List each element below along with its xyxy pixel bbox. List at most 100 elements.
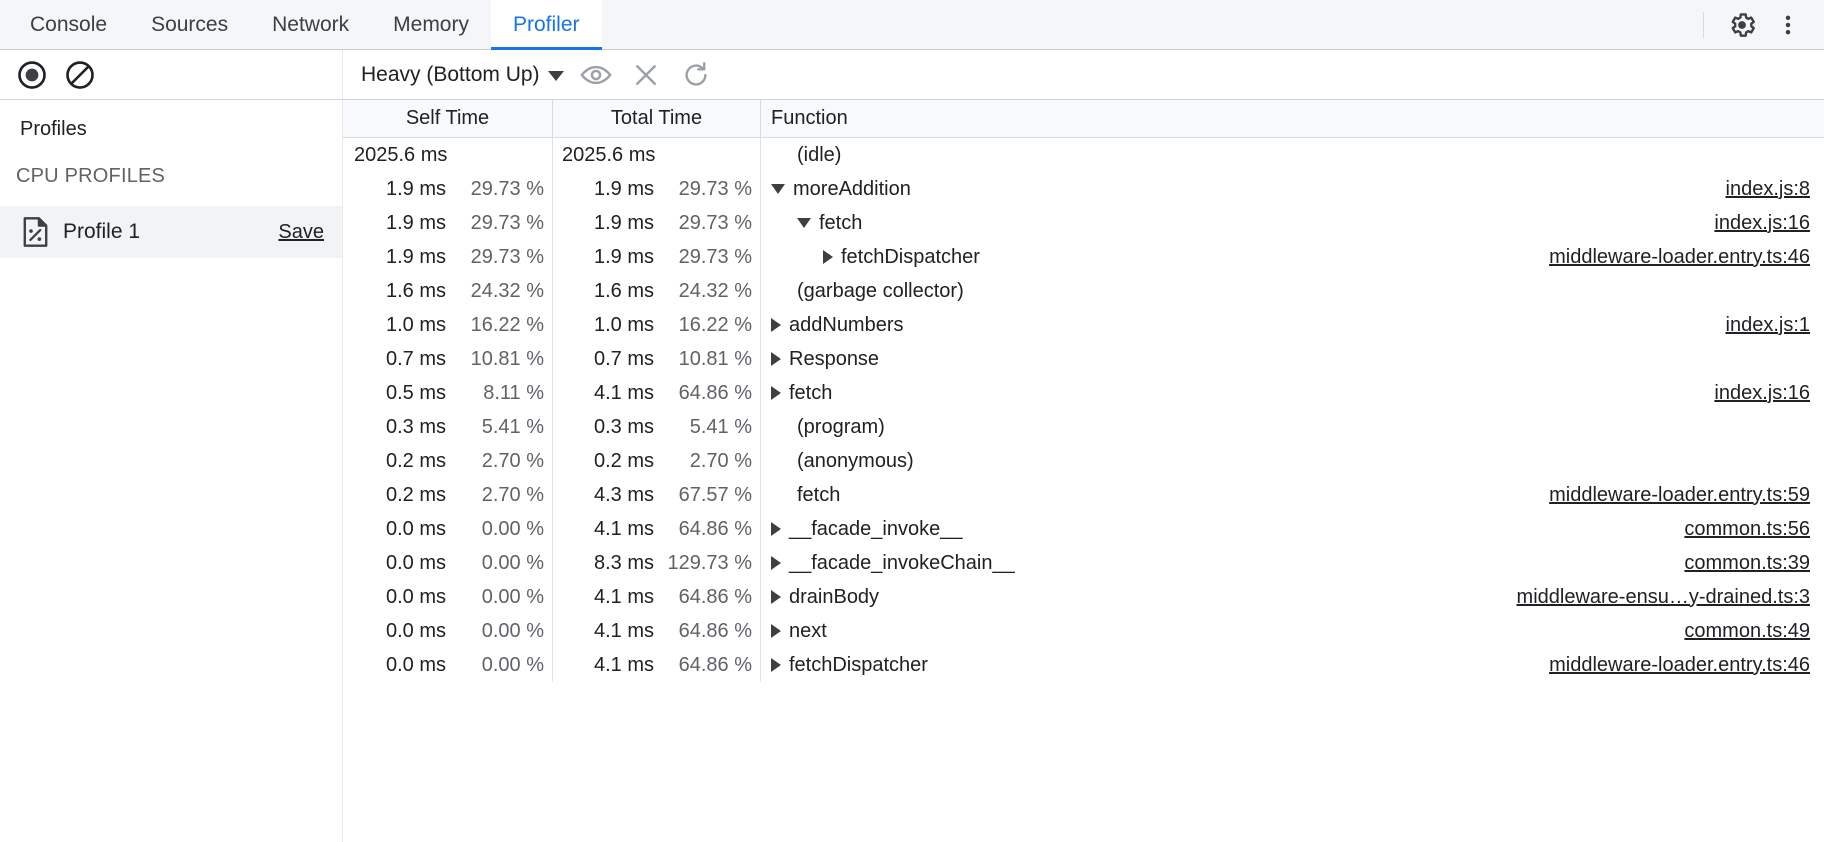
source-link[interactable]: common.ts:56 <box>1684 517 1810 540</box>
function-name: fetch <box>819 211 863 234</box>
cell-total-time: 0.2 ms 2.70 % <box>553 444 761 478</box>
source-link[interactable]: middleware-ensu…y-drained.ts:3 <box>1516 585 1810 608</box>
total-time-ms: 4.1 ms <box>593 517 654 540</box>
record-icon[interactable] <box>10 55 54 95</box>
clear-icon[interactable] <box>58 55 102 95</box>
save-profile-link[interactable]: Save <box>278 220 324 243</box>
self-time-ms: 2025.6 ms <box>354 143 448 166</box>
chevron-right-icon[interactable] <box>771 556 781 570</box>
source-link[interactable]: middleware-loader.entry.ts:59 <box>1549 483 1810 506</box>
panel-body: Profiles CPU PROFILES Profile 1 Save <box>0 100 1824 842</box>
sidebar-item-profile-1[interactable]: Profile 1 Save <box>0 206 342 258</box>
chevron-down-icon[interactable] <box>797 218 811 228</box>
table-row[interactable]: 1.6 ms 24.32 % 1.6 ms 24.32 % (garbage colle… <box>343 274 1824 308</box>
table-row[interactable]: 0.0 ms 0.00 % 4.1 ms 64.86 % next common.ts:4… <box>343 614 1824 648</box>
chevron-right-icon[interactable] <box>771 352 781 366</box>
source-link[interactable]: index.js:16 <box>1714 211 1810 234</box>
cell-self-time: 0.2 ms 2.70 % <box>343 478 553 512</box>
self-time-pct: 16.22 % <box>470 313 544 336</box>
cell-self-time: 2025.6 ms <box>343 138 553 172</box>
table-row[interactable]: 0.0 ms 0.00 % 8.3 ms 129.73 % __facade_invok… <box>343 546 1824 580</box>
cell-total-time: 4.1 ms 64.86 % <box>553 614 761 648</box>
chevron-down-icon[interactable] <box>771 184 785 194</box>
view-controls: Heavy (Bottom Up) <box>343 50 1824 99</box>
chevron-right-icon[interactable] <box>771 590 781 604</box>
cell-function: (idle) <box>761 138 1824 172</box>
sidebar-title: Profiles <box>20 118 87 140</box>
chevron-right-icon[interactable] <box>771 624 781 638</box>
close-icon[interactable] <box>622 55 670 95</box>
cell-self-time: 1.9 ms 29.73 % <box>343 240 553 274</box>
table-row[interactable]: 2025.6 ms 2025.6 ms (idle) <box>343 138 1824 172</box>
self-time-pct: 0.00 % <box>481 517 544 540</box>
cell-total-time: 2025.6 ms <box>553 138 761 172</box>
tab-network[interactable]: Network <box>272 12 350 36</box>
source-link[interactable]: common.ts:49 <box>1684 619 1810 642</box>
reload-icon[interactable] <box>672 55 720 95</box>
table-row[interactable]: 1.9 ms 29.73 % 1.9 ms 29.73 % fetchDispatche… <box>343 240 1824 274</box>
tab-memory[interactable]: Memory <box>393 12 469 36</box>
total-time-ms: 8.3 ms <box>593 551 654 574</box>
total-time-ms: 4.1 ms <box>593 619 654 642</box>
tab-sources[interactable]: Sources <box>151 12 229 36</box>
source-link[interactable]: common.ts:39 <box>1684 551 1810 574</box>
source-link[interactable]: index.js:8 <box>1725 177 1811 200</box>
source-link[interactable]: index.js:16 <box>1714 381 1810 404</box>
cell-self-time: 1.6 ms 24.32 % <box>343 274 553 308</box>
tab-profiler[interactable]: Profiler <box>490 0 602 50</box>
tab-console[interactable]: Console <box>30 12 108 36</box>
table-row[interactable]: 0.2 ms 2.70 % 0.2 ms 2.70 % (anonymous) <box>343 444 1824 478</box>
source-link[interactable]: middleware-loader.entry.ts:46 <box>1549 245 1810 268</box>
total-time-pct: 5.41 % <box>689 415 752 438</box>
view-mode-select[interactable]: Heavy (Bottom Up) <box>357 61 570 89</box>
table-row[interactable]: 0.5 ms 8.11 % 4.1 ms 64.86 % fetch index.js:1… <box>343 376 1824 410</box>
chevron-right-icon[interactable] <box>771 658 781 672</box>
cell-total-time: 0.3 ms 5.41 % <box>553 410 761 444</box>
table-row[interactable]: 0.0 ms 0.00 % 4.1 ms 64.86 % drainBody middle… <box>343 580 1824 614</box>
total-time-ms: 1.9 ms <box>593 211 654 234</box>
cell-function: __facade_invoke__ common.ts:56 <box>761 512 1824 546</box>
cell-self-time: 1.9 ms 29.73 % <box>343 172 553 206</box>
self-time-ms: 1.9 ms <box>385 177 446 200</box>
cell-function: moreAddition index.js:8 <box>761 172 1824 206</box>
source-link[interactable]: index.js:1 <box>1725 313 1811 336</box>
total-time-pct: 64.86 % <box>678 653 752 676</box>
chevron-right-icon[interactable] <box>771 386 781 400</box>
more-vertical-icon[interactable] <box>1768 5 1808 45</box>
self-time-ms: 0.7 ms <box>385 347 446 370</box>
function-name: Response <box>789 347 880 370</box>
function-name: (garbage collector) <box>797 279 964 302</box>
table-row[interactable]: 0.0 ms 0.00 % 4.1 ms 64.86 % __facade_invoke… <box>343 512 1824 546</box>
chevron-right-icon[interactable] <box>771 522 781 536</box>
chevron-right-icon[interactable] <box>823 250 833 264</box>
cell-self-time: 0.0 ms 0.00 % <box>343 580 553 614</box>
cell-function: (anonymous) <box>761 444 1824 478</box>
self-time-pct: 29.73 % <box>470 177 544 200</box>
function-name: (idle) <box>797 143 842 166</box>
column-header-self-time[interactable]: Self Time <box>343 100 553 137</box>
gear-icon[interactable] <box>1722 5 1762 45</box>
total-time-ms: 1.6 ms <box>593 279 654 302</box>
table-row[interactable]: 0.0 ms 0.00 % 4.1 ms 64.86 % fetchDispatcher… <box>343 648 1824 682</box>
function-name: fetchDispatcher <box>789 653 928 676</box>
table-row[interactable]: 0.2 ms 2.70 % 4.3 ms 67.57 % fetch middleware… <box>343 478 1824 512</box>
table-row[interactable]: 0.7 ms 10.81 % 0.7 ms 10.81 % Response <box>343 342 1824 376</box>
function-name: fetch <box>797 483 841 506</box>
view-mode-label: Heavy (Bottom Up) <box>361 62 540 86</box>
table-row[interactable]: 0.3 ms 5.41 % 0.3 ms 5.41 % (program) <box>343 410 1824 444</box>
function-name: drainBody <box>789 585 880 608</box>
cell-function: Response <box>761 342 1824 376</box>
table-row[interactable]: 1.9 ms 29.73 % 1.9 ms 29.73 % fetch index.js:… <box>343 206 1824 240</box>
profile-table: Self Time Total Time Function 2025.6 ms 2… <box>343 100 1824 842</box>
total-time-ms: 1.0 ms <box>593 313 654 336</box>
chevron-right-icon[interactable] <box>771 318 781 332</box>
column-header-total-time[interactable]: Total Time <box>553 100 761 137</box>
cell-self-time: 1.9 ms 29.73 % <box>343 206 553 240</box>
table-row[interactable]: 1.9 ms 29.73 % 1.9 ms 29.73 % moreAddition in… <box>343 172 1824 206</box>
eye-icon[interactable] <box>572 55 620 95</box>
source-link[interactable]: middleware-loader.entry.ts:46 <box>1549 653 1810 676</box>
column-header-function[interactable]: Function <box>771 107 848 129</box>
cell-function: next common.ts:49 <box>761 614 1824 648</box>
table-row[interactable]: 1.0 ms 16.22 % 1.0 ms 16.22 % addNumbers inde… <box>343 308 1824 342</box>
profiles-sidebar: Profiles CPU PROFILES Profile 1 Save <box>0 100 343 842</box>
